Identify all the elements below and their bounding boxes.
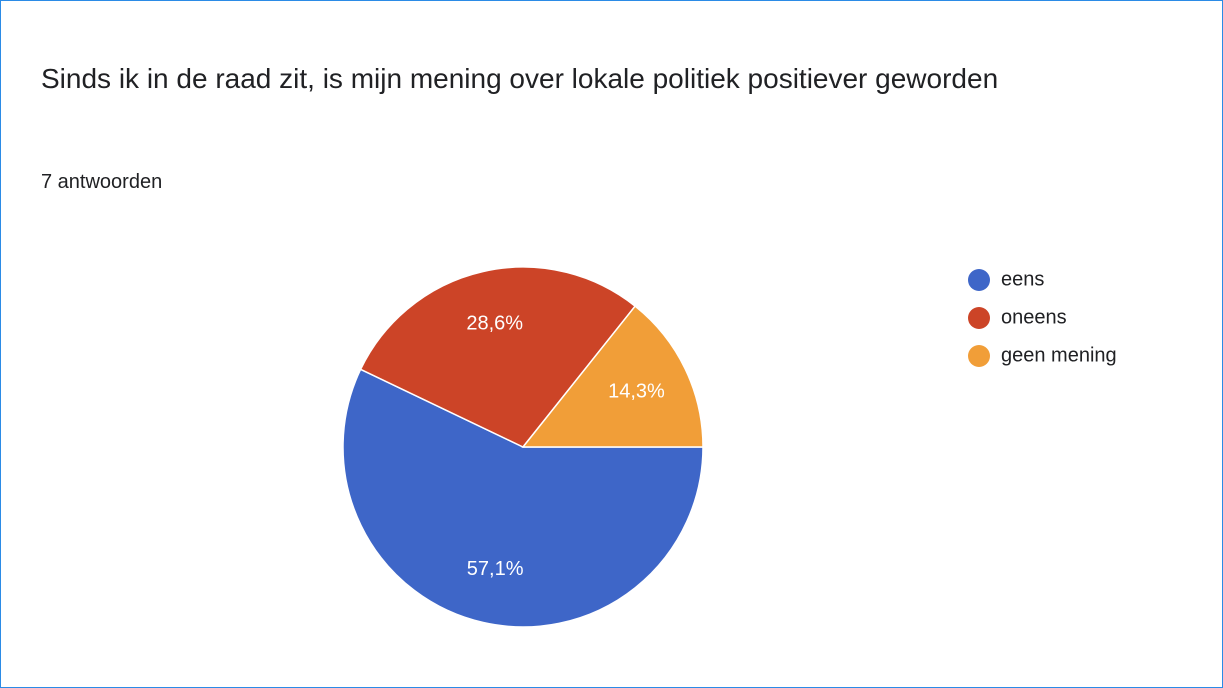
legend-label: geen mening: [1001, 344, 1117, 366]
legend-marker: [968, 307, 990, 329]
data-label: 14,3%: [608, 381, 665, 403]
pie-slice: [342, 368, 704, 628]
legend-marker: [968, 345, 990, 367]
legend-marker: [968, 269, 990, 291]
chart-title: Sinds ik in de raad zit, is mijn mening …: [41, 63, 999, 94]
pie-slice: [521, 305, 704, 448]
legend-label: oneens: [1001, 306, 1067, 328]
chart-subtitle: 7 antwoorden: [41, 171, 163, 193]
legend-label: eens: [1001, 268, 1044, 290]
pie-slice: [359, 266, 637, 448]
data-label: 57,1%: [467, 558, 524, 580]
data-label: 28,6%: [466, 312, 523, 334]
